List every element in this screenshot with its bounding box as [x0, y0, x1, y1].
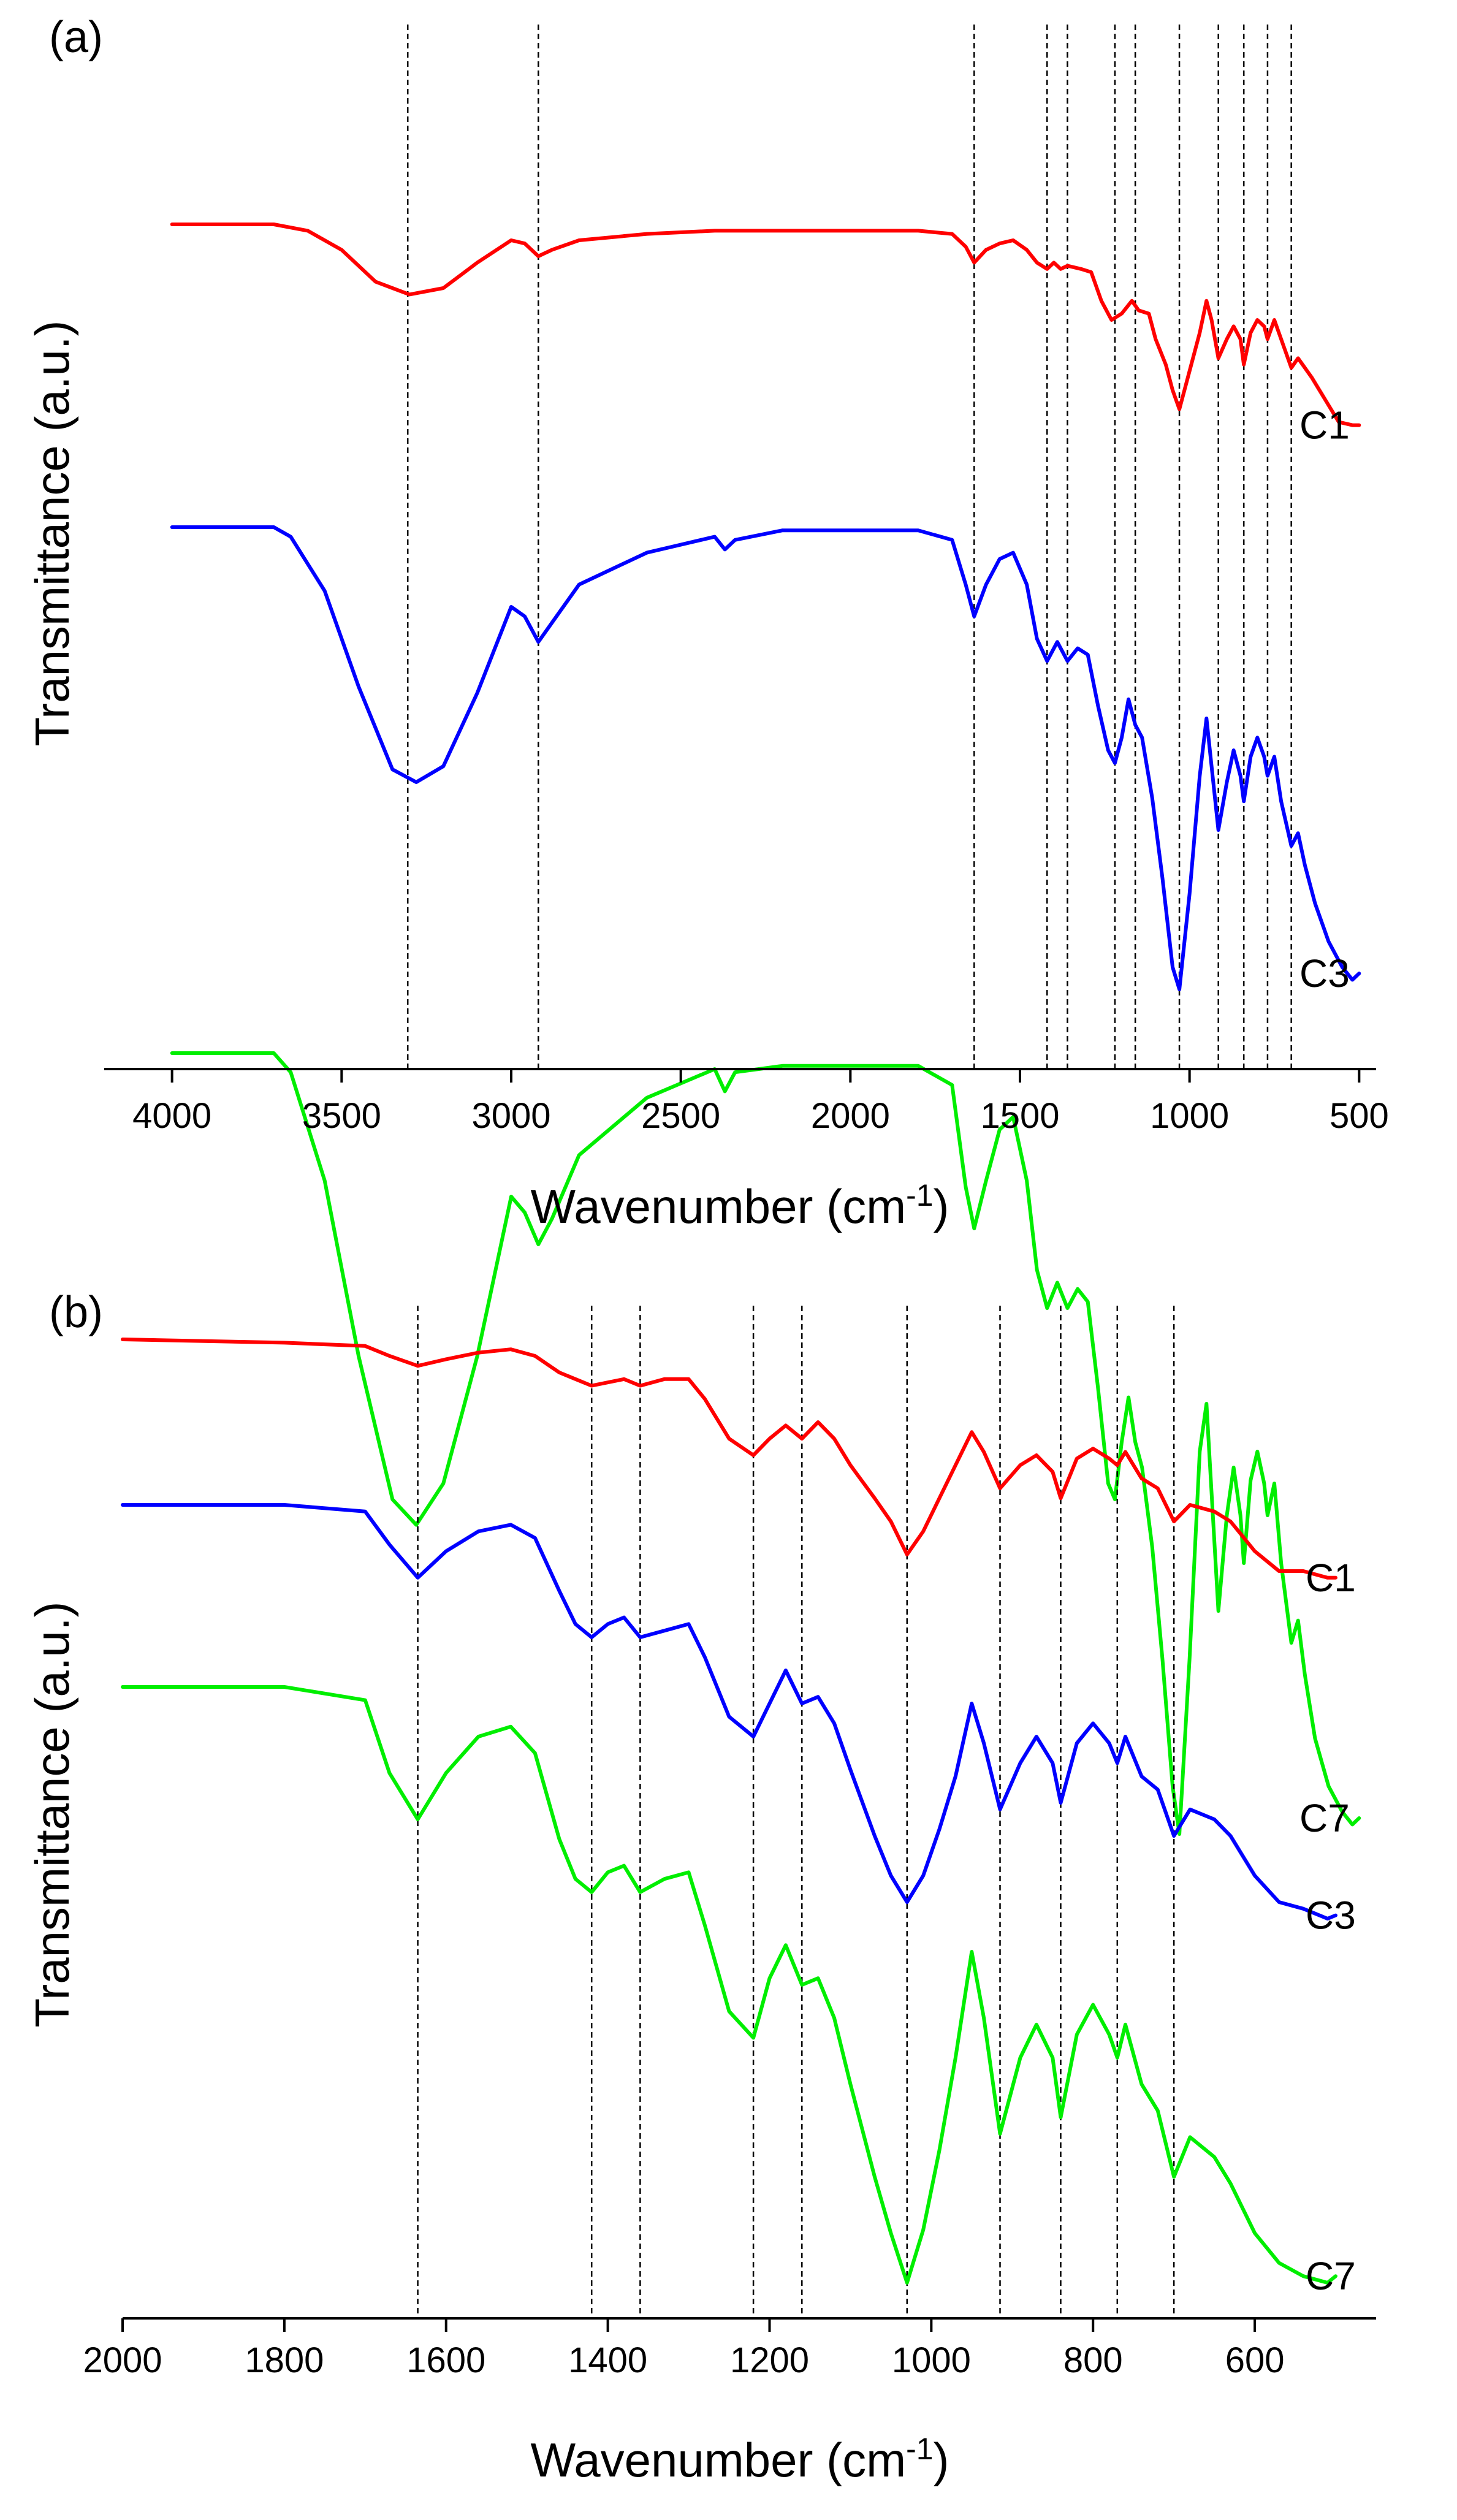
series-line-c1	[170, 223, 1361, 427]
x-tick-label: 1800	[245, 2340, 324, 2380]
series-label-c7: C7	[1299, 1796, 1350, 1840]
series-label-c3: C3	[1306, 1894, 1356, 1938]
series-line-c7	[121, 1685, 1337, 2285]
series-label-c7: C7	[1306, 2254, 1356, 2298]
series-label-c1: C1	[1299, 403, 1350, 447]
panel-a-y-axis-title: Transmittance (a.u.)	[25, 321, 79, 747]
x-tick-label: 3000	[471, 1096, 550, 1136]
panel-a: (a) C1 C3 C7 4000 3500 3000 2500 2000 1500 1000 5…	[25, 13, 1389, 1840]
panel-a-label: (a)	[49, 13, 103, 62]
x-tick-label: 3500	[302, 1096, 381, 1136]
panel-b-x-ticks: 2000 1800 1600 1400 1200 1000 800 600	[83, 2318, 1284, 2380]
x-tick-label: 4000	[132, 1096, 211, 1136]
x-tick-label: 1000	[1150, 1096, 1229, 1136]
x-tick-label: 500	[1330, 1096, 1389, 1136]
x-tick-label: 1000	[892, 2340, 971, 2380]
panel-b-y-axis-title: Transmittance (a.u.)	[25, 1602, 79, 2028]
x-tick-label: 1400	[568, 2340, 647, 2380]
series-line-c3	[170, 525, 1361, 991]
panel-a-series: C1 C3 C7	[170, 223, 1361, 1840]
x-tick-label: 800	[1063, 2340, 1123, 2380]
series-line-c3	[121, 1503, 1337, 1920]
panel-a-x-axis-title: Wavenumber (cm-1)	[530, 1178, 949, 1233]
panel-b-reference-lines	[417, 1306, 1175, 2318]
panel-b-x-axis-title: Wavenumber (cm-1)	[530, 2432, 949, 2487]
x-tick-label: 2500	[641, 1096, 720, 1136]
x-tick-label: 2000	[811, 1096, 890, 1136]
x-tick-label: 2000	[83, 2340, 162, 2380]
x-tick-label: 600	[1225, 2340, 1285, 2380]
series-line-c7	[170, 1051, 1361, 1836]
series-label-c1: C1	[1306, 1556, 1356, 1600]
panel-a-x-ticks: 4000 3500 3000 2500 2000 1500 1000 500	[132, 1069, 1389, 1136]
panel-b: (b) C1 C3 C7 2000 1800 1600 1400 1200 1000 800 60…	[25, 1288, 1376, 2487]
panel-a-reference-lines	[406, 25, 1292, 1069]
series-label-c3: C3	[1299, 951, 1350, 995]
x-tick-label: 1500	[980, 1096, 1059, 1136]
x-tick-label: 1600	[406, 2340, 485, 2380]
panel-b-series: C1 C3 C7	[121, 1338, 1356, 2298]
x-tick-label: 1200	[730, 2340, 809, 2380]
panel-b-label: (b)	[49, 1288, 103, 1337]
series-line-c1	[121, 1338, 1337, 1580]
